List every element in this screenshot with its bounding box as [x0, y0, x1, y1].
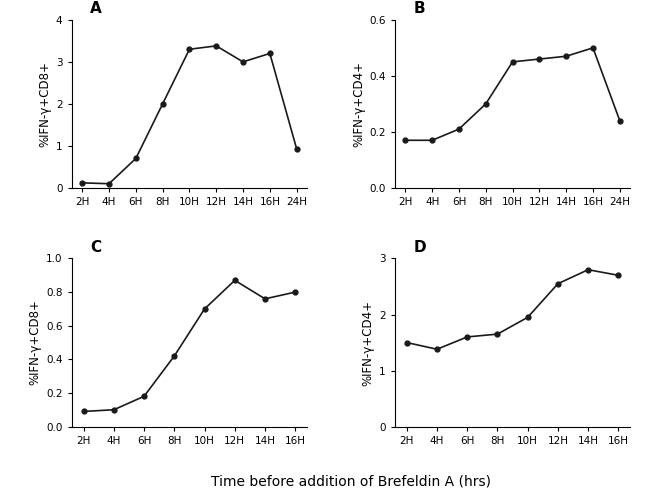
Text: B: B [413, 1, 425, 16]
Y-axis label: %IFN-γ+CD8+: %IFN-γ+CD8+ [39, 61, 52, 147]
Y-axis label: %IFN-γ+CD4+: %IFN-γ+CD4+ [362, 300, 375, 385]
Text: A: A [90, 1, 102, 16]
Text: C: C [90, 240, 101, 255]
Y-axis label: %IFN-γ+CD8+: %IFN-γ+CD8+ [29, 300, 42, 385]
Text: Time before addition of Brefeldin A (hrs): Time before addition of Brefeldin A (hrs… [211, 475, 491, 489]
Text: D: D [413, 240, 426, 255]
Y-axis label: %IFN-γ+CD4+: %IFN-γ+CD4+ [352, 61, 365, 147]
